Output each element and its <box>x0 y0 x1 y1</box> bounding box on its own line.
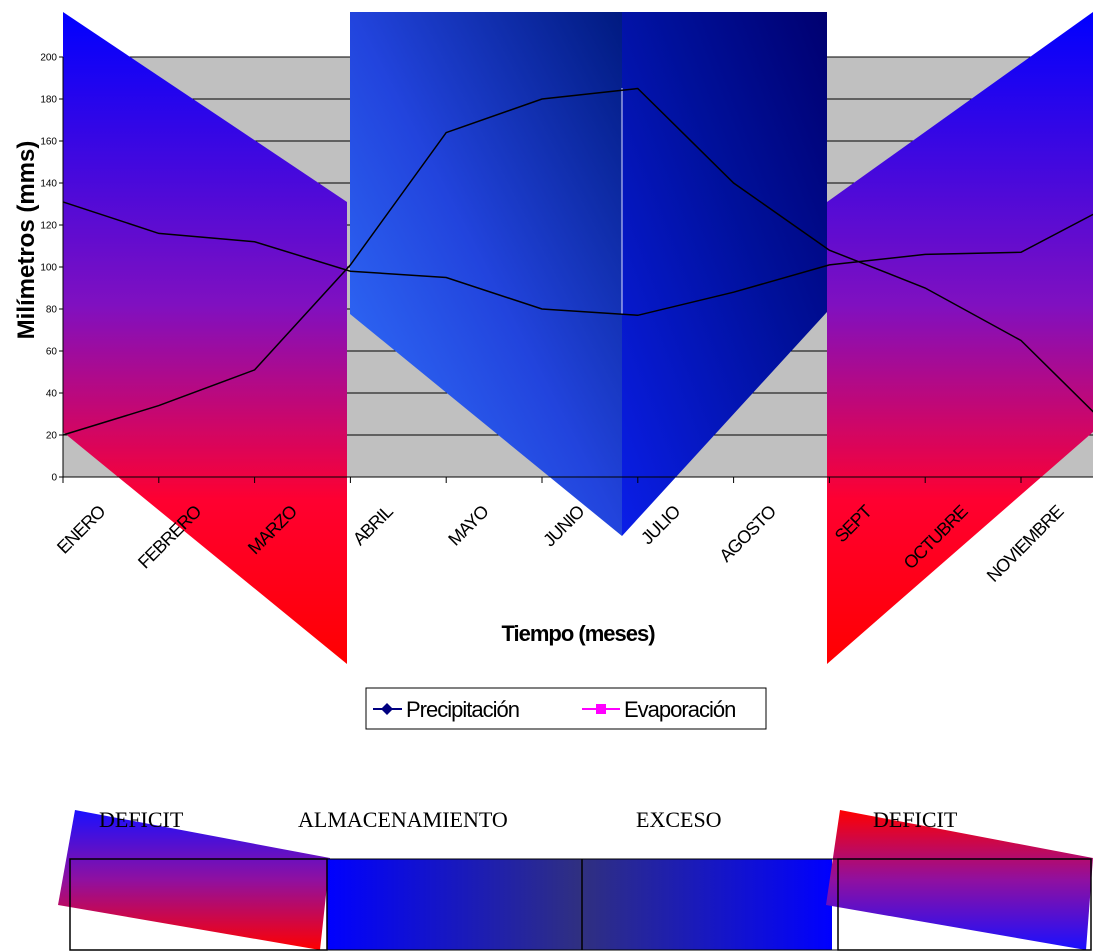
zone-label-deficit-right: DEFICIT <box>873 807 958 832</box>
x-tick-label: MAYO <box>444 501 493 550</box>
y-tick-label: 160 <box>40 137 57 148</box>
legend-label-precipitation: Precipitación <box>406 697 519 722</box>
y-tick-label: 20 <box>46 431 58 442</box>
y-tick-label: 100 <box>40 263 57 274</box>
bar-storage-segment <box>327 859 582 950</box>
deficit-region-right <box>827 12 1093 664</box>
deficit-region-left <box>63 12 347 664</box>
bar-deficit-right-shape <box>826 810 1093 950</box>
series-lines <box>62 87 1093 436</box>
series-line-precipitation <box>62 87 1093 436</box>
y-tick-label: 180 <box>40 95 57 106</box>
y-tick-label: 140 <box>40 179 57 190</box>
bar-deficit-right-outline <box>837 858 1092 951</box>
y-axis-title: Milímetros (mms) <box>13 141 40 340</box>
legend-marker-precipitation <box>381 703 393 715</box>
zone-label-deficit-left: DEFICIT <box>99 807 184 832</box>
x-tick-label: AGOSTO <box>715 501 780 566</box>
x-tick-label: JUNIO <box>539 501 588 550</box>
y-tick-label: 80 <box>46 305 58 316</box>
legend: Precipitación Evaporación <box>365 687 767 730</box>
series-line-evaporation <box>62 201 1093 317</box>
bar-deficit-left-outline <box>69 858 328 951</box>
legend-marker-evaporation <box>596 704 606 714</box>
zone-label-storage: ALMACENAMIENTO <box>298 807 508 832</box>
x-axis-title: Tiempo (meses) <box>501 621 655 646</box>
y-tick-label: 200 <box>40 53 57 64</box>
x-tick-label: ENERO <box>53 501 110 558</box>
legend-box <box>365 687 767 730</box>
y-tick-label: 60 <box>46 347 58 358</box>
y-tick-label: 40 <box>46 389 58 400</box>
legend-label-evaporation: Evaporación <box>624 697 735 722</box>
y-tick-label: 120 <box>40 221 57 232</box>
bar-deficit-left-shape <box>58 810 330 950</box>
y-ticks: 0 20 40 60 80 100 120 140 160 180 200 <box>40 53 63 484</box>
x-tick-label: ABRIL <box>349 501 397 549</box>
bar-excess-segment <box>582 859 832 950</box>
y-tick-label: 0 <box>51 473 57 484</box>
excess-region <box>622 12 827 536</box>
zone-label-excess: EXCESO <box>636 807 722 832</box>
storage-region <box>350 12 622 536</box>
